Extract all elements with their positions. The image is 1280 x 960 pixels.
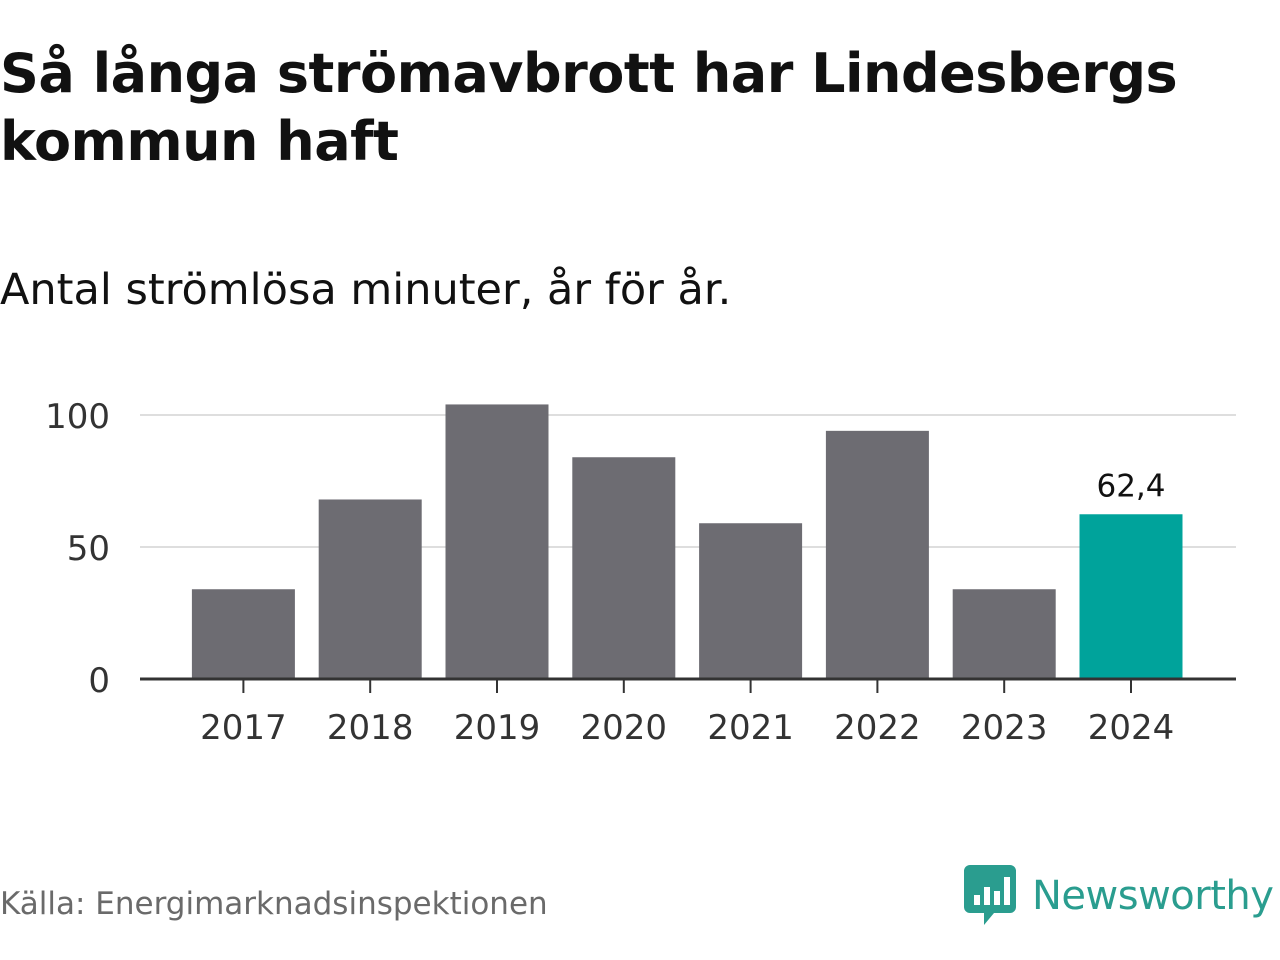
brand-name: Newsworthy xyxy=(1032,873,1274,919)
x-tick-label: 2018 xyxy=(327,708,414,748)
x-tick-label: 2021 xyxy=(707,708,794,748)
bar-2018 xyxy=(318,499,422,679)
data-label: 62,4 xyxy=(1096,468,1165,504)
bar-2021 xyxy=(699,523,803,679)
bars xyxy=(191,404,1183,679)
y-tick-label: 100 xyxy=(45,397,110,437)
bar-2023 xyxy=(952,589,1056,679)
x-tick-label: 2019 xyxy=(454,708,541,748)
x-tick-label: 2020 xyxy=(581,708,668,748)
y-tick-label: 0 xyxy=(88,661,110,701)
bar-2022 xyxy=(825,430,929,679)
x-axis xyxy=(140,677,1236,693)
brand-logo: Newsworthy xyxy=(964,864,1274,928)
bar-2019 xyxy=(445,404,549,679)
source-note: Källa: Energimarknadsinspektionen xyxy=(0,886,548,922)
chart-title: Så långa strömavbrott har Lindesbergs ko… xyxy=(0,42,1178,173)
x-tick-label: 2022 xyxy=(834,708,921,748)
x-tick-label: 2024 xyxy=(1088,708,1175,748)
bar-2017 xyxy=(191,589,295,679)
bar-2020 xyxy=(572,457,676,679)
labels: 0 50 100 2017 2018 2019 2020 2021 2022 2023 2024 62… xyxy=(45,397,1174,748)
y-tick-label: 50 xyxy=(67,529,110,569)
gridlines xyxy=(140,414,1236,548)
chart-subtitle: Antal strömlösa minuter, år för år. xyxy=(0,265,732,315)
newsworthy-logo-icon xyxy=(964,865,1016,925)
bar-2024 xyxy=(1079,514,1183,679)
x-tick-label: 2017 xyxy=(200,708,287,748)
x-tick-label: 2023 xyxy=(961,708,1048,748)
